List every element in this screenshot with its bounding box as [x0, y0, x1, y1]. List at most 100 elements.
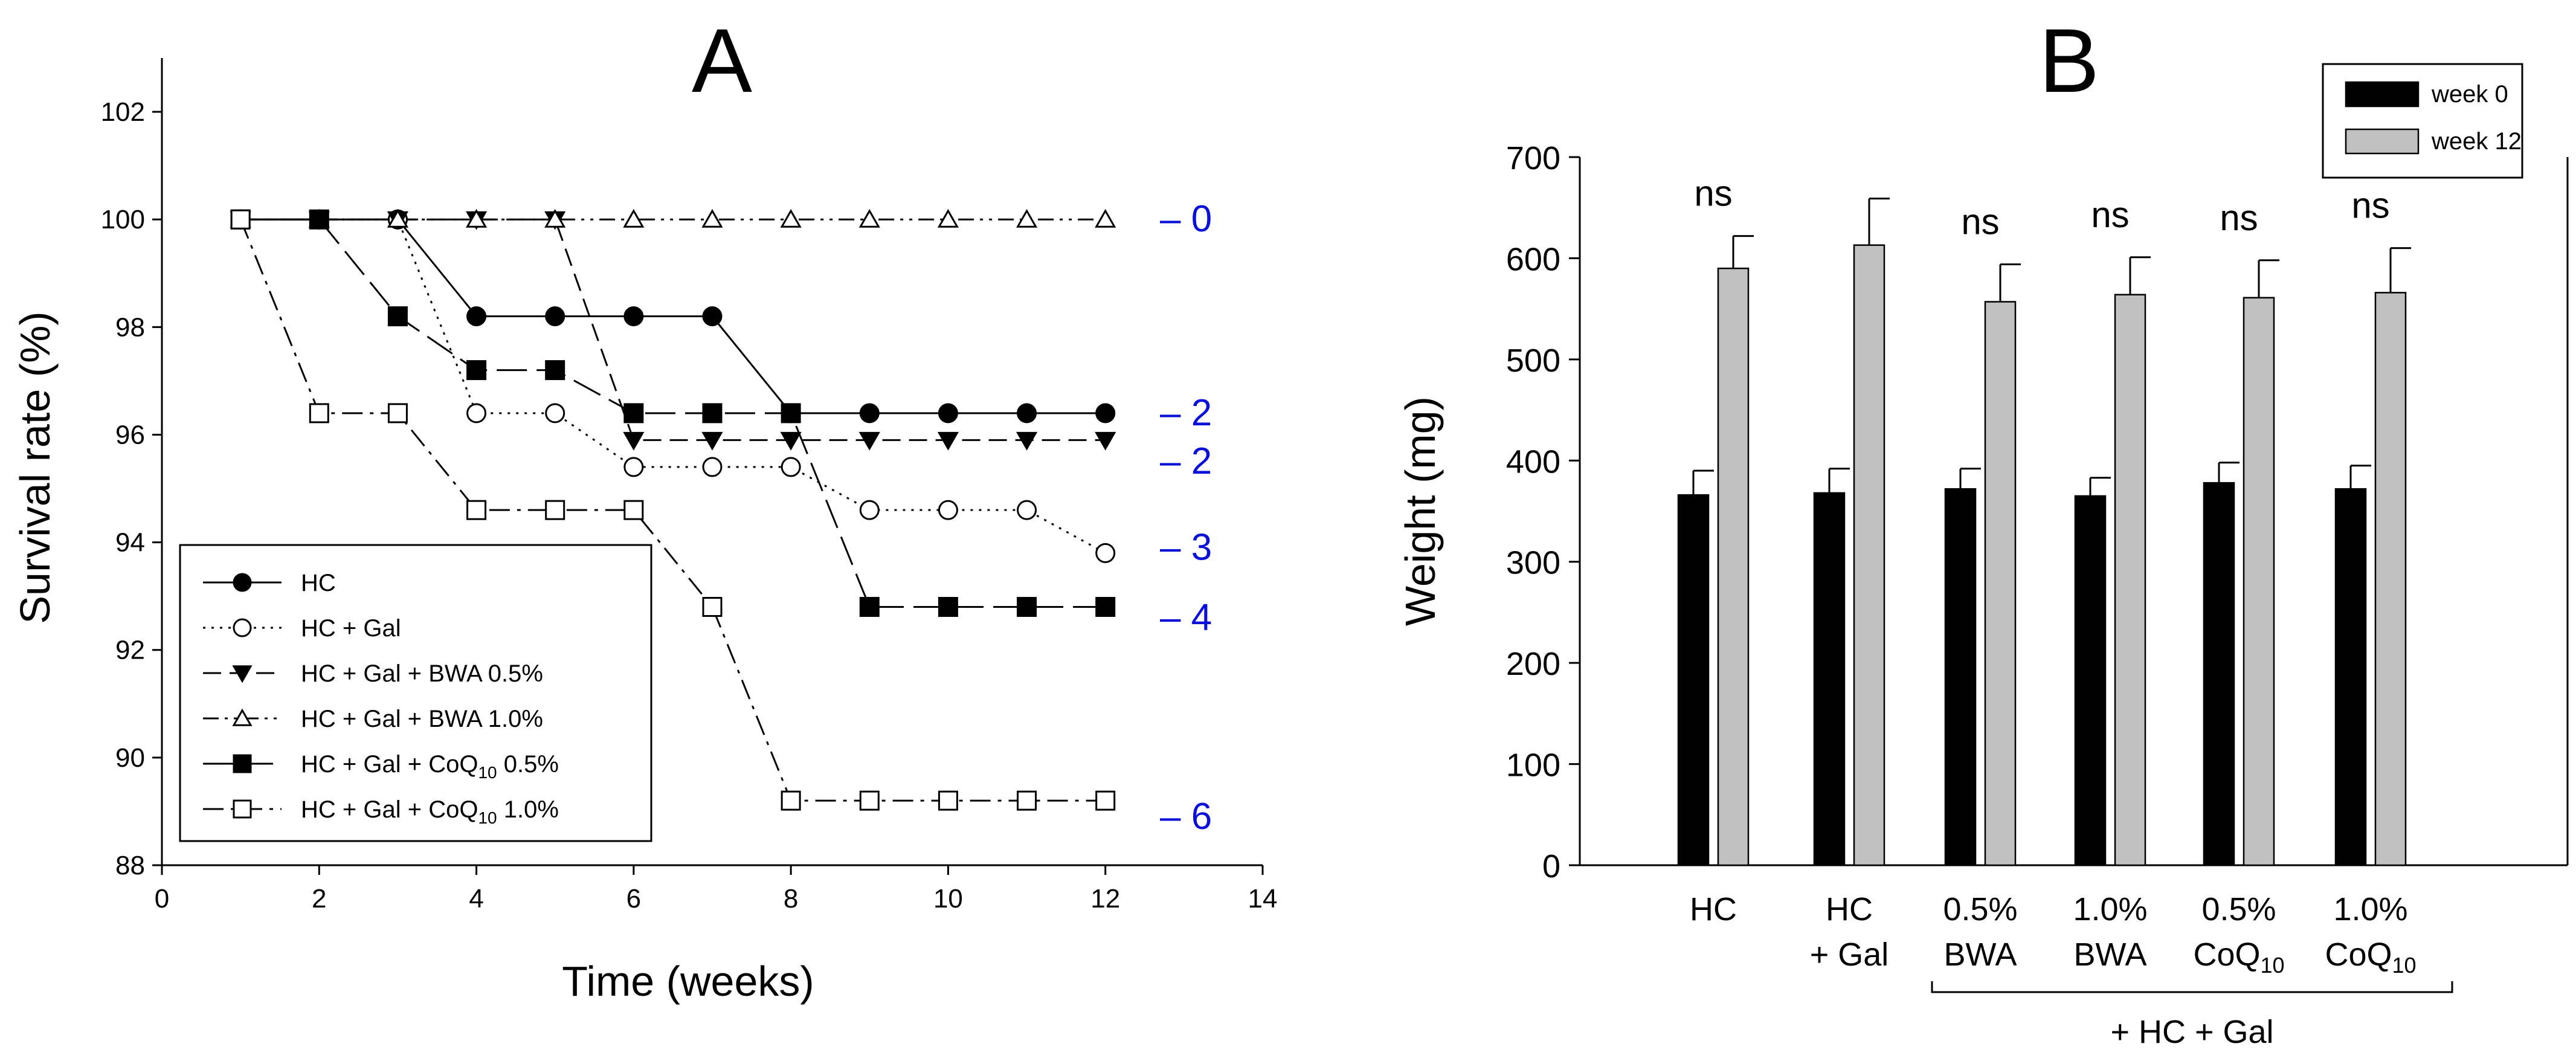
bar-week0-5 — [2334, 488, 2367, 866]
data-point-s5-4 — [545, 500, 565, 520]
x-tick-label: 4 — [469, 884, 483, 914]
category-label-line1: HC — [1826, 891, 1873, 927]
y-tick-label: 500 — [1506, 343, 1560, 379]
x-axis-title: Time (weeks) — [562, 958, 814, 1005]
data-point-s1-7 — [781, 457, 801, 477]
data-point-s5-0 — [230, 209, 251, 230]
group-label: + HC + Gal — [2110, 1014, 2273, 1050]
data-point-s0-5 — [623, 306, 644, 327]
x-tick-label: 6 — [626, 884, 641, 914]
legend-label-3: HC + Gal + BWA 1.0% — [301, 706, 543, 732]
data-point-s3-5 — [623, 208, 645, 228]
y-tick-label: 94 — [115, 528, 145, 558]
death-count-label: – 4 — [1160, 596, 1212, 638]
data-point-s4-8 — [859, 596, 880, 617]
legend-label-0: week 0 — [2431, 81, 2508, 108]
data-point-s5-6 — [702, 596, 723, 617]
data-point-s3-10 — [1016, 208, 1038, 228]
x-tick-label: 0 — [155, 884, 169, 914]
legend-label-1: HC + Gal — [301, 615, 401, 642]
category-label-line1: 0.5% — [2201, 891, 2276, 927]
legend-swatch-week0 — [2345, 81, 2420, 108]
legend-label-2: HC + Gal + BWA 0.5% — [301, 660, 543, 687]
y-tick-label: 102 — [101, 97, 145, 127]
y-tick-label: 98 — [115, 312, 145, 342]
legend-marker-4 — [233, 754, 252, 773]
bar-week0-0 — [1677, 494, 1710, 866]
y-tick-label: 300 — [1506, 545, 1560, 581]
category-label-line1: 0.5% — [1943, 891, 2017, 927]
data-point-s1-6 — [702, 457, 723, 477]
data-point-s0-10 — [1017, 403, 1037, 424]
data-point-s0-3 — [466, 306, 487, 327]
data-point-s5-9 — [938, 790, 958, 811]
bar-week0-2 — [1944, 488, 1977, 866]
y-tick-label: 200 — [1506, 646, 1560, 682]
category-label-line1: 1.0% — [2333, 891, 2407, 927]
data-point-s5-3 — [466, 500, 487, 520]
bar-week12-1 — [1853, 244, 1885, 866]
bar-week12-2 — [1984, 301, 2017, 866]
series-line-5 — [239, 219, 1106, 802]
data-point-s3-4 — [544, 208, 566, 228]
data-point-s5-7 — [781, 790, 801, 811]
group-bracket — [1931, 981, 2453, 993]
legend-label-0: HC — [301, 570, 336, 596]
data-point-s3-11 — [1095, 208, 1116, 228]
legend-marker-5 — [233, 799, 252, 819]
legend-label-1: week 12 — [2431, 128, 2522, 155]
data-point-s2-5 — [623, 431, 645, 451]
x-tick-label: 12 — [1090, 884, 1120, 914]
data-point-s5-5 — [623, 500, 644, 520]
significance-label: ns — [2220, 198, 2258, 238]
x-tick-label: 2 — [312, 884, 326, 914]
bar-week0-1 — [1813, 492, 1846, 866]
data-point-s3-3 — [465, 208, 488, 228]
data-point-s4-10 — [1017, 596, 1037, 617]
y-axis-title: Weight (mg) — [1397, 396, 1444, 626]
legend-box — [179, 544, 652, 842]
legend-label-5: HC + Gal + CoQ10 1.0% — [301, 796, 559, 827]
series-line-0 — [240, 218, 1106, 414]
x-tick-label: 10 — [933, 884, 963, 914]
data-point-s2-9 — [937, 431, 959, 451]
data-point-s1-11 — [1095, 543, 1116, 563]
data-point-s5-2 — [387, 403, 408, 424]
data-point-s1-10 — [1017, 500, 1037, 520]
death-count-label: – 2 — [1160, 392, 1212, 434]
significance-label: ns — [2351, 185, 2389, 226]
legend-swatch-week12 — [2345, 128, 2420, 155]
y-tick-label: 92 — [115, 636, 145, 665]
data-point-s2-10 — [1016, 431, 1038, 451]
data-point-s2-7 — [780, 431, 802, 451]
data-point-s0-9 — [938, 403, 958, 424]
panel-a-letter: A — [692, 10, 752, 111]
bar-week12-4 — [2243, 297, 2275, 866]
significance-label: ns — [1694, 173, 1732, 214]
data-point-s3-6 — [701, 208, 723, 228]
data-point-s4-11 — [1095, 596, 1116, 617]
data-point-s2-6 — [701, 431, 723, 451]
bar-week0-3 — [2074, 495, 2107, 866]
bar-week0-4 — [2203, 482, 2235, 866]
data-point-s2-8 — [858, 431, 880, 451]
death-count-label: – 2 — [1160, 440, 1212, 482]
series-line-2 — [240, 218, 1106, 441]
data-point-s5-10 — [1017, 790, 1037, 811]
category-label-line2: + Gal — [1810, 937, 1889, 973]
data-point-s5-8 — [859, 790, 880, 811]
data-point-s4-4 — [545, 360, 565, 381]
x-tick-label: 8 — [784, 884, 798, 914]
data-point-s0-4 — [545, 306, 565, 327]
data-point-s3-2 — [387, 208, 409, 228]
death-count-label: – 6 — [1160, 796, 1212, 837]
data-point-s4-9 — [938, 596, 958, 617]
legend-marker-0 — [233, 573, 252, 592]
data-point-s3-9 — [937, 208, 959, 228]
x-tick-label: 14 — [1248, 884, 1278, 914]
legend-label-4: HC + Gal + CoQ10 0.5% — [301, 751, 559, 782]
data-point-s0-8 — [859, 403, 880, 424]
data-point-s5-1 — [309, 403, 329, 424]
legend-marker-3 — [232, 708, 253, 726]
